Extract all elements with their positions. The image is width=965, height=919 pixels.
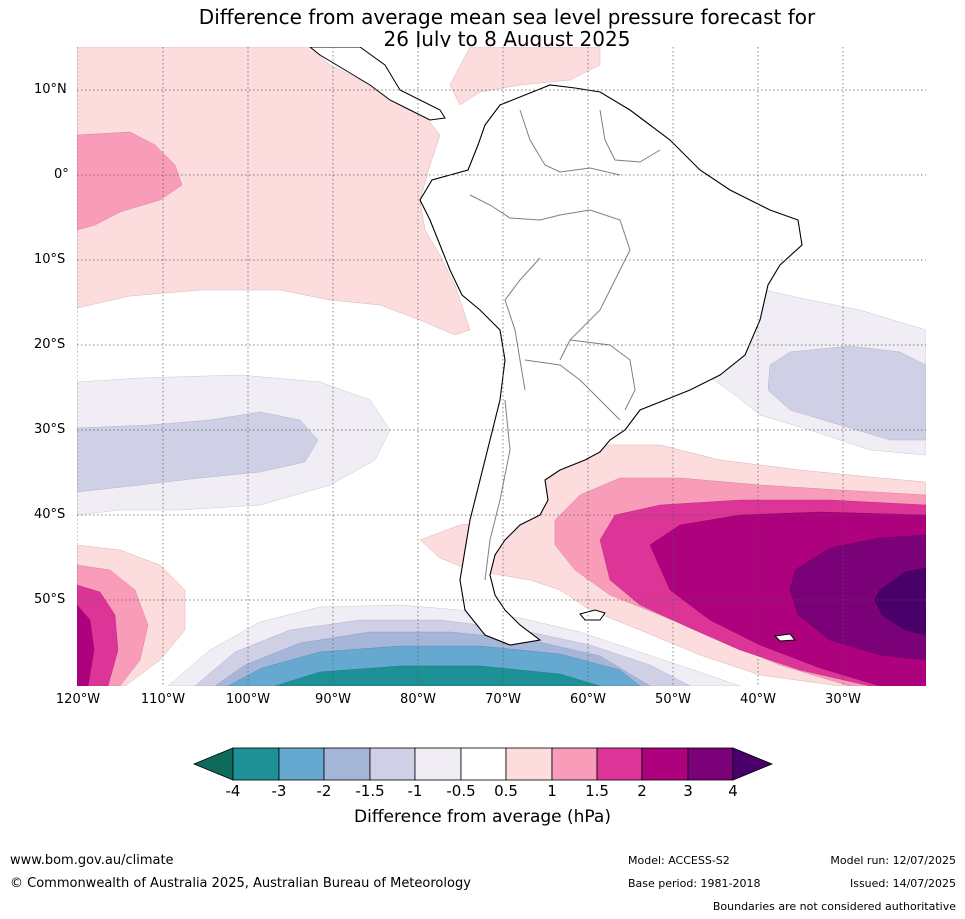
colorbar-tick-label: -2 — [316, 782, 332, 800]
falkland-islands — [579, 609, 606, 621]
lat-tick-label: 20°S — [34, 337, 66, 352]
chart-title-line1: Difference from average mean sea level p… — [198, 5, 816, 29]
anomaly-region-neg1-south-atlantic — [767, 345, 926, 441]
anomaly-region-pos4-atlantic — [874, 567, 926, 636]
colorbar — [192, 747, 774, 781]
website-link[interactable]: www.bom.gov.au/climate — [10, 853, 174, 868]
colorbar-tick-label: -4 — [225, 782, 241, 800]
issued-text: Issued: 14/07/2025 — [849, 877, 956, 890]
model-text: Model: ACCESS-S2 — [628, 854, 730, 867]
chart-title-line2: 26 July to 8 August 2025 — [383, 27, 631, 51]
anomaly-region-pos1-eq-pacific — [77, 131, 183, 231]
lat-tick-label: 50°S — [34, 592, 66, 607]
anomaly-region-neg1-east-pacific — [77, 411, 319, 493]
colorbar-bin — [460, 747, 507, 781]
lat-tick-label: 10°S — [34, 252, 66, 267]
anomaly-region-pos05-caribbean — [449, 47, 601, 106]
lon-tick-label: 50°W — [655, 692, 691, 707]
lon-tick-label: 90°W — [315, 692, 351, 707]
lon-tick-label: 120°W — [55, 692, 101, 707]
base-period-text: Base period: 1981-2018 — [628, 877, 761, 890]
copyright-text: © Commonwealth of Australia 2025, Austra… — [10, 876, 471, 891]
lon-tick-label: 30°W — [825, 692, 861, 707]
colorbar-bin — [687, 747, 734, 781]
colorbar-tick-label: 0.5 — [494, 782, 518, 800]
colorbar-title: Difference from average (hPa) — [354, 807, 611, 827]
lon-tick-label: 110°W — [140, 692, 186, 707]
lon-tick-label: 40°W — [740, 692, 776, 707]
central-america-land — [309, 47, 446, 121]
colorbar-tick-label: 4 — [728, 782, 738, 800]
lon-tick-label: 70°W — [485, 692, 521, 707]
colorbar-bin — [278, 747, 325, 781]
anomaly-region-pos3-atlantic — [789, 534, 926, 661]
model-run-text: Model run: 12/07/2025 — [830, 854, 956, 867]
lat-tick-label: 40°S — [34, 507, 66, 522]
lon-tick-label: 80°W — [400, 692, 436, 707]
colorbar-tick-label: -1.5 — [355, 782, 385, 800]
colorbar-tick-label: 1 — [547, 782, 557, 800]
colorbar-bin — [323, 747, 371, 781]
south-america-land — [419, 84, 803, 646]
colorbar-bin — [232, 747, 280, 781]
colorbar-tick-label: 2 — [637, 782, 647, 800]
anomaly-region-neg3-south — [274, 665, 601, 686]
lat-tick-label: 10°N — [34, 82, 67, 97]
colorbar-tick-label: 1.5 — [585, 782, 609, 800]
colorbar-bin — [596, 747, 643, 781]
lon-tick-label: 60°W — [570, 692, 606, 707]
colorbar-bin — [414, 747, 462, 781]
colorbar-bin — [369, 747, 416, 781]
colorbar-bin — [641, 747, 689, 781]
colorbar-bin — [505, 747, 553, 781]
colorbar-tick-label: -3 — [271, 782, 287, 800]
lat-tick-label: 30°S — [34, 422, 66, 437]
colorbar-bin — [551, 747, 598, 781]
country-borders — [469, 109, 661, 581]
lat-tick-label: 0° — [54, 167, 69, 182]
colorbar-over-arrow — [732, 747, 774, 781]
colorbar-tick-label: 3 — [683, 782, 693, 800]
colorbar-tick-label: -1 — [407, 782, 423, 800]
colorbar-under-arrow — [192, 747, 234, 781]
colorbar-tick-label: -0.5 — [446, 782, 476, 800]
south-georgia — [773, 633, 797, 642]
lon-tick-label: 100°W — [225, 692, 271, 707]
disclaimer-text: Boundaries are not considered authoritat… — [712, 900, 956, 913]
anomaly-region-pos2-sw — [77, 604, 95, 686]
graticule — [77, 47, 926, 686]
